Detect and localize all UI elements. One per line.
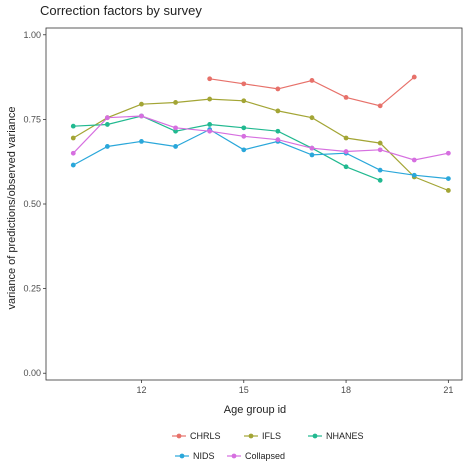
data-point-nhanes <box>241 125 247 131</box>
x-tick-label: 18 <box>341 385 351 395</box>
data-point-chrls <box>411 74 417 80</box>
legend-key-point-nids <box>179 453 185 459</box>
data-point-nids <box>173 144 178 149</box>
data-point-nhanes <box>104 122 110 127</box>
data-point-chrls <box>275 86 281 92</box>
x-tick-label: 21 <box>443 385 453 395</box>
y-axis-title: variance of predictions/observed varianc… <box>6 106 18 309</box>
data-point-collapsed <box>173 125 178 131</box>
series-line-ifls <box>72 98 449 192</box>
data-point-nids <box>377 167 383 173</box>
data-point-nids <box>411 172 417 178</box>
data-point-nids <box>104 144 110 149</box>
data-point-nids <box>70 162 76 168</box>
series-line-nids <box>73 128 449 180</box>
data-point-chrls <box>343 94 349 100</box>
data-point-ifls <box>70 135 76 141</box>
series-line-nhanes <box>73 115 381 181</box>
y-tick-label: 0.25 <box>23 284 41 294</box>
data-point-chrls <box>309 78 315 83</box>
data-point-collapsed <box>309 145 315 151</box>
x-tick-label: 12 <box>136 385 146 395</box>
legend-key-point-collapsed <box>231 453 237 459</box>
legend-label-ifls: IFLS <box>262 431 281 441</box>
data-point-ifls <box>309 115 315 121</box>
data-point-collapsed <box>445 150 451 156</box>
legend-label-collapsed: Collapsed <box>245 451 285 461</box>
legend-label-chrls: CHRLS <box>190 431 221 441</box>
data-point-nids <box>241 147 247 153</box>
legend-key-point-chrls <box>176 433 182 439</box>
data-point-collapsed <box>207 128 213 134</box>
legend: CHRLS IFLS NHANES NIDS Collapsed <box>172 431 364 461</box>
data-point-ifls <box>377 140 383 146</box>
x-axis-title: Age group id <box>224 404 286 416</box>
data-point-nhanes <box>207 122 213 127</box>
series-layer <box>70 74 451 193</box>
data-point-nhanes <box>275 128 281 134</box>
data-point-ifls <box>343 135 349 141</box>
y-tick-label: 1.00 <box>23 30 41 40</box>
data-point-collapsed <box>70 150 76 156</box>
y-axis: 0.00 0.25 0.50 0.75 1.00 <box>23 30 46 378</box>
data-point-ifls <box>241 98 247 104</box>
legend-key-point-nhanes <box>312 433 318 439</box>
x-tick-label: 15 <box>239 385 249 395</box>
data-point-chrls <box>241 81 247 87</box>
data-point-ifls <box>173 100 178 105</box>
data-point-ifls <box>207 96 213 102</box>
data-point-ifls <box>445 188 451 193</box>
legend-key-point-ifls <box>248 433 254 439</box>
data-point-nids <box>139 138 144 144</box>
data-point-nids <box>445 176 451 182</box>
data-point-ifls <box>139 101 144 107</box>
chart-title: Correction factors by survey <box>40 3 202 18</box>
data-point-collapsed <box>104 115 110 121</box>
data-point-nhanes <box>173 128 178 134</box>
data-point-ifls <box>275 108 281 114</box>
data-point-chrls <box>377 103 383 109</box>
y-tick-label: 0.75 <box>23 114 41 124</box>
plot-panel <box>45 27 463 381</box>
data-point-collapsed <box>275 137 281 143</box>
data-point-nhanes <box>343 164 349 170</box>
data-point-collapsed <box>411 157 417 163</box>
data-point-collapsed <box>377 147 383 153</box>
series-line-collapsed <box>72 115 449 161</box>
data-point-collapsed <box>139 113 144 119</box>
plot-border <box>45 27 463 381</box>
data-point-chrls <box>207 76 213 82</box>
data-point-collapsed <box>241 133 247 139</box>
legend-label-nids: NIDS <box>193 451 215 461</box>
data-point-nhanes <box>377 177 383 183</box>
y-tick-label: 0.00 <box>23 368 41 378</box>
x-axis: 12 15 18 21 <box>136 380 453 395</box>
data-point-nids <box>309 152 315 158</box>
data-point-collapsed <box>343 149 349 154</box>
y-tick-label: 0.50 <box>23 199 41 209</box>
data-point-nhanes <box>70 123 76 129</box>
legend-label-nhanes: NHANES <box>326 431 364 441</box>
